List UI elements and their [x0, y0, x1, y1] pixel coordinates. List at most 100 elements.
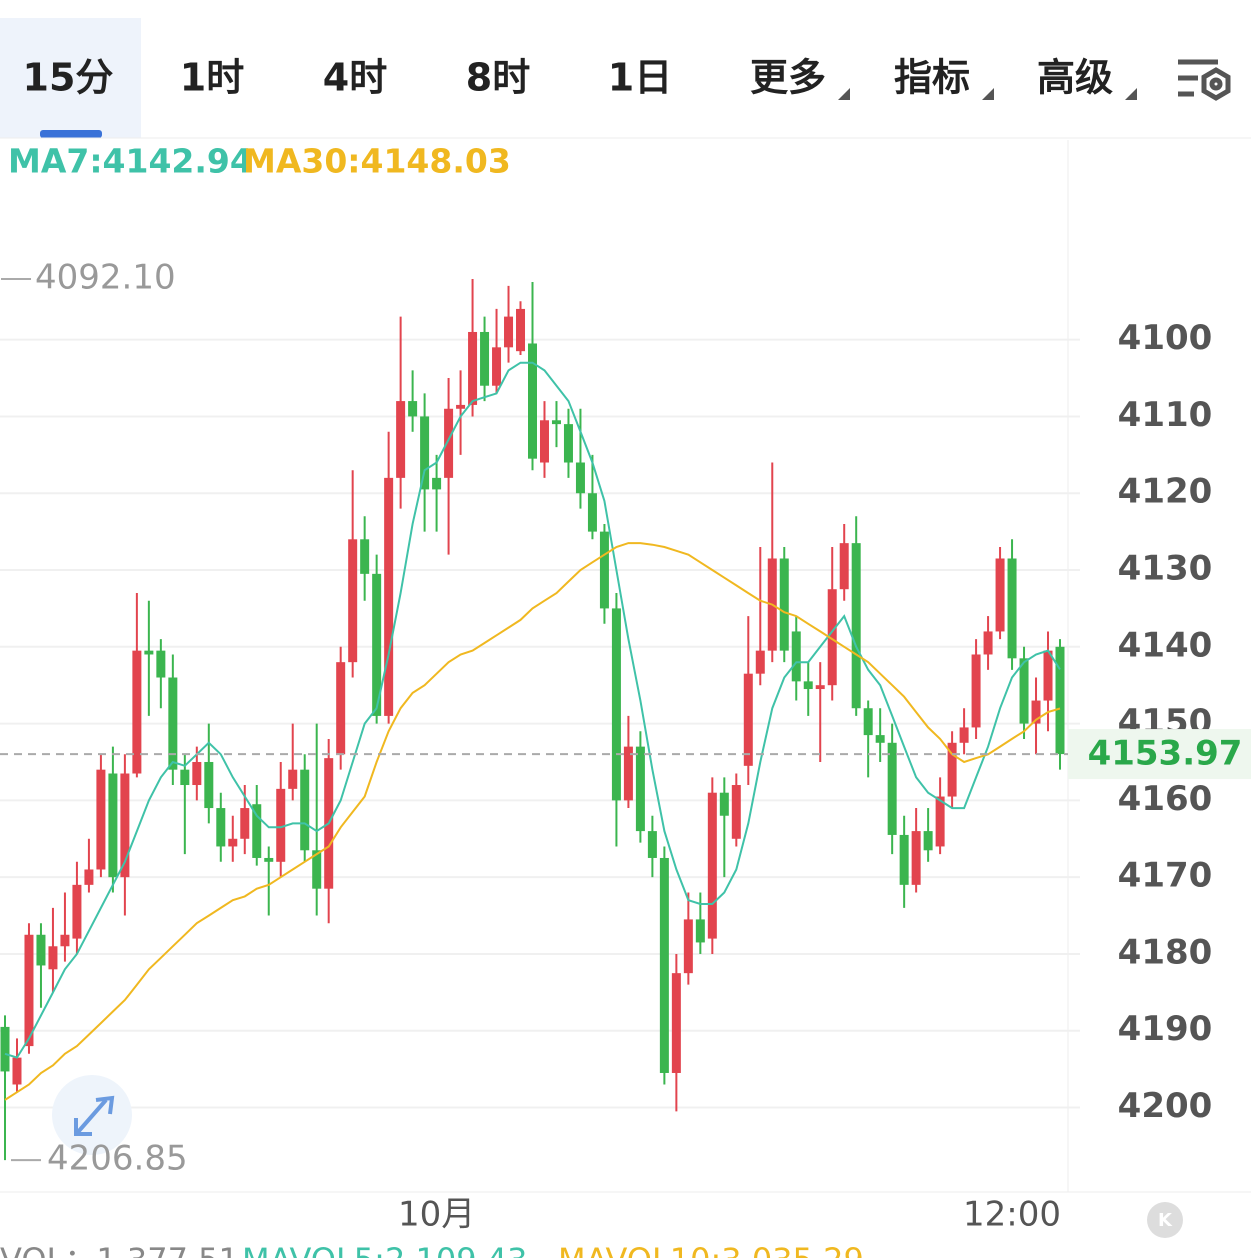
candle-body	[995, 558, 1005, 632]
candle-body	[264, 857, 274, 862]
candle-body	[539, 420, 549, 463]
y-tick-label: 4180	[1118, 932, 1213, 972]
tab[interactable]: 1日	[608, 56, 672, 100]
tab[interactable]: 8时	[466, 56, 530, 100]
candle-body	[432, 477, 442, 490]
candle-body	[743, 673, 753, 766]
candle-body	[396, 401, 406, 478]
candle-body	[0, 1026, 10, 1072]
expand-icon	[74, 1095, 115, 1136]
dropdown-caret	[838, 88, 850, 100]
y-tick-label: 4190	[1118, 1009, 1213, 1049]
candle-body	[240, 808, 250, 839]
candle-body	[12, 1057, 22, 1085]
y-tick-label: 4120	[1118, 472, 1213, 512]
candle-body	[372, 573, 382, 716]
candle-body	[683, 919, 693, 974]
candle-body	[563, 424, 573, 463]
y-tick-label: 4100	[1118, 318, 1213, 358]
y-tick-label: 4110	[1118, 395, 1213, 435]
candle-body	[791, 631, 801, 682]
tab[interactable]: 高级	[1037, 56, 1113, 100]
x-tick-label: 10月	[398, 1195, 475, 1235]
candle-body	[971, 654, 981, 728]
ma-label: MA30:4148.03	[243, 142, 511, 181]
candle-body	[120, 773, 130, 878]
candle-body	[1055, 646, 1065, 755]
settings-icon[interactable]	[1178, 59, 1231, 101]
candle-body	[719, 792, 729, 816]
y-tick-label: 4200	[1118, 1086, 1213, 1126]
candle-body	[671, 973, 681, 1073]
last-price-box	[1068, 729, 1251, 780]
candle-body	[108, 773, 118, 878]
ma-line	[4, 361, 1061, 1059]
candle-body	[731, 785, 741, 839]
candle-body	[923, 831, 933, 851]
candle-body	[276, 788, 286, 862]
candle-body	[252, 804, 262, 858]
candle-body	[659, 857, 669, 1073]
candle-body	[1043, 650, 1053, 701]
ma-label: MA7:4142.94	[8, 142, 253, 181]
candle-body	[516, 308, 526, 352]
candle-body	[492, 347, 502, 386]
candle-body	[863, 708, 873, 736]
candle-body	[336, 662, 346, 755]
candle-body	[312, 850, 322, 889]
tab[interactable]: 15分	[23, 56, 114, 100]
candle-body	[1019, 658, 1029, 724]
candle-body	[887, 742, 897, 835]
candle-body	[755, 650, 765, 674]
y-tick-label: 4160	[1118, 779, 1213, 819]
candle-body	[839, 543, 849, 590]
candle-body	[611, 608, 621, 801]
active-tab-underline	[40, 130, 102, 138]
volume-label: MAVOL10:3,035.29	[558, 1241, 864, 1258]
candle-body	[60, 934, 70, 947]
candle-body	[144, 650, 154, 655]
candle-body	[384, 477, 394, 716]
candle-body	[947, 742, 957, 797]
tab-bar: 15分 1时 4时 8时 1日 更多 指标 高级	[23, 56, 1137, 100]
candle-body	[348, 539, 358, 663]
candle-body	[911, 831, 921, 885]
candle-body	[168, 677, 178, 770]
candle-body	[935, 796, 945, 847]
candle-body	[456, 404, 466, 409]
candle-body	[827, 589, 837, 686]
candle-body	[216, 808, 226, 847]
tab[interactable]: 指标	[894, 56, 970, 100]
overlay: 4092.10 4206.85 4153.97 VOL：1,377.51MAVOL5:…	[0, 257, 1251, 1258]
x-tick-label: 12:00	[963, 1195, 1061, 1235]
candle-body	[623, 746, 633, 801]
y-tick-label: 4140	[1118, 625, 1213, 665]
k-button[interactable]	[1147, 1202, 1183, 1238]
candle-body	[444, 408, 454, 478]
tab[interactable]: 1时	[180, 56, 244, 100]
candle-body	[599, 531, 609, 609]
candle-body	[132, 650, 142, 774]
active-tab-bg	[0, 18, 141, 138]
dropdown-caret	[1125, 88, 1137, 100]
candle-body	[48, 946, 58, 970]
candle-body	[875, 735, 885, 743]
candle-body	[815, 685, 825, 690]
candle-body	[803, 681, 813, 690]
candle-body	[959, 727, 969, 743]
candle-body	[899, 834, 909, 885]
low-label: 4206.85	[47, 1139, 188, 1179]
candle-body	[84, 869, 94, 885]
candle-body	[180, 769, 190, 786]
candle-body	[695, 919, 705, 943]
candle-body	[360, 539, 370, 574]
candle-body	[575, 462, 585, 494]
candle-body	[156, 650, 166, 678]
candle-body	[36, 934, 46, 966]
candle-body	[480, 331, 490, 386]
candle-body	[192, 761, 202, 786]
grid: 4100411041204130414041504160417041804190…	[0, 318, 1212, 1126]
tab[interactable]: 更多	[750, 56, 826, 100]
tab[interactable]: 4时	[323, 56, 387, 100]
